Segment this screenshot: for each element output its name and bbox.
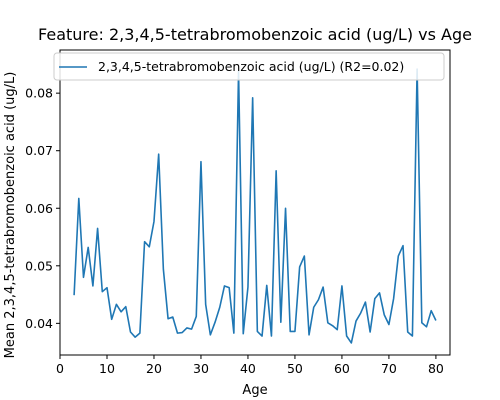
x-tick-label-70: 70 (381, 361, 397, 376)
plot-frame (59, 49, 451, 356)
x-axis-label: Age (242, 383, 267, 398)
chart-title: Feature: 2,3,4,5-tetrabromobenzoic acid … (38, 25, 472, 44)
y-tick-label-1: 0.05 (25, 258, 53, 273)
legend-frame (53, 52, 445, 81)
y-tick-label-3: 0.07 (25, 143, 53, 158)
x-tick-label-50: 50 (287, 361, 303, 376)
x-tick-label-80: 80 (428, 361, 444, 376)
x-tick-label-30: 30 (193, 361, 209, 376)
x-tick-label-40: 40 (240, 361, 256, 376)
legend-entry-label: 2,3,4,5-tetrabromobenzoic acid (ug/L) (R… (98, 59, 404, 74)
y-axis-label: Mean 2,3,4,5-tetrabromobenzoic acid (ug/… (3, 72, 18, 359)
legend: 2,3,4,5-tetrabromobenzoic acid (ug/L) (R… (53, 52, 445, 81)
y-tick-label-4: 0.08 (25, 86, 53, 101)
x-tick-label-60: 60 (334, 361, 350, 376)
y-tick-label-2: 0.06 (25, 201, 53, 216)
series-line-0 (73, 68, 437, 344)
y-tick-label-0: 0.04 (25, 316, 53, 331)
x-tick-label-10: 10 (99, 361, 115, 376)
x-tick-label-0: 0 (56, 361, 64, 376)
x-tick-label-20: 20 (146, 361, 162, 376)
